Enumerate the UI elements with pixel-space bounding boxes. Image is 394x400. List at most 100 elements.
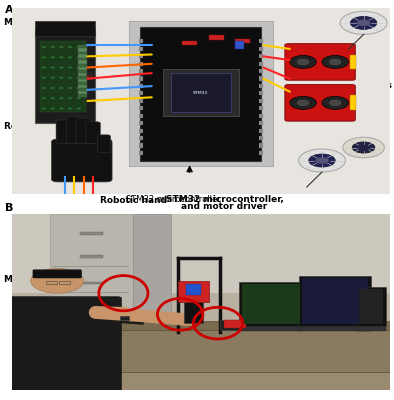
Circle shape (42, 56, 46, 58)
Circle shape (59, 87, 64, 89)
Bar (259, 144, 263, 148)
Circle shape (42, 107, 46, 110)
Bar (259, 151, 263, 155)
Bar (50, 321, 390, 332)
Bar (46, 281, 57, 284)
Bar (239, 282, 303, 326)
Bar (120, 316, 129, 320)
Bar (12, 214, 390, 293)
Bar (54, 292, 129, 293)
Text: GND: GND (77, 157, 89, 162)
Circle shape (59, 56, 64, 58)
Bar (78, 79, 87, 82)
Circle shape (343, 137, 385, 158)
Circle shape (42, 77, 46, 79)
Bar (239, 326, 303, 331)
Text: Robotic hand: Robotic hand (4, 122, 71, 131)
Circle shape (68, 87, 72, 89)
Bar (78, 91, 87, 94)
Bar (178, 281, 208, 302)
Bar (139, 76, 143, 80)
Text: VCC: VCC (77, 163, 88, 168)
Text: Robotic hand: Robotic hand (100, 196, 167, 205)
Text: B: B (5, 203, 13, 213)
FancyBboxPatch shape (52, 139, 112, 182)
Bar (139, 84, 143, 88)
Bar (80, 282, 102, 284)
Circle shape (50, 87, 55, 89)
Circle shape (68, 107, 72, 110)
Bar (139, 128, 143, 133)
Bar (259, 69, 263, 73)
Circle shape (315, 157, 329, 164)
Circle shape (290, 96, 316, 109)
Text: and motor driver: and motor driver (182, 202, 268, 211)
Circle shape (76, 56, 81, 58)
Bar (139, 136, 143, 140)
Bar (259, 39, 263, 43)
Circle shape (76, 97, 81, 99)
Bar (224, 320, 246, 328)
Text: STM32 microcontroller: STM32 microcontroller (126, 195, 221, 204)
FancyBboxPatch shape (76, 118, 91, 144)
Bar (12, 328, 390, 390)
Bar (356, 287, 386, 326)
Bar (139, 39, 143, 43)
Ellipse shape (178, 316, 201, 325)
Text: Muscle sensors: Muscle sensors (4, 276, 82, 284)
Circle shape (297, 100, 309, 106)
Bar (220, 320, 250, 330)
FancyBboxPatch shape (285, 44, 355, 80)
Circle shape (299, 149, 346, 172)
Circle shape (340, 11, 387, 34)
Bar (259, 114, 263, 118)
Bar (139, 99, 143, 103)
Circle shape (290, 56, 316, 68)
Bar (139, 114, 143, 118)
Bar (163, 69, 239, 116)
Text: GND: GND (85, 72, 95, 76)
Bar (186, 284, 201, 295)
FancyBboxPatch shape (285, 85, 355, 121)
Bar (78, 60, 87, 64)
Circle shape (31, 268, 84, 293)
Bar (350, 54, 356, 69)
Bar (299, 326, 371, 331)
Bar (350, 96, 356, 110)
Bar (59, 281, 71, 284)
Bar (259, 84, 263, 88)
Circle shape (42, 46, 46, 48)
Bar (78, 66, 87, 70)
Circle shape (59, 46, 64, 48)
Circle shape (59, 66, 64, 69)
Circle shape (350, 16, 377, 29)
Bar (139, 47, 143, 51)
Bar (40, 42, 85, 112)
Bar (139, 62, 143, 66)
Bar (184, 302, 203, 323)
Bar (208, 35, 224, 40)
Bar (35, 21, 95, 36)
Circle shape (59, 97, 64, 99)
Bar (259, 47, 263, 51)
Circle shape (309, 154, 335, 167)
Bar (139, 69, 143, 73)
Bar (190, 292, 193, 302)
Bar (78, 54, 87, 58)
Bar (302, 278, 368, 324)
Circle shape (76, 66, 81, 69)
FancyBboxPatch shape (98, 135, 111, 153)
Bar (80, 232, 102, 235)
Circle shape (50, 66, 55, 69)
Circle shape (50, 77, 55, 79)
Circle shape (322, 96, 348, 109)
Bar (139, 151, 143, 155)
Bar (139, 54, 143, 58)
Bar (197, 292, 200, 302)
Bar (235, 42, 244, 49)
Bar (259, 99, 263, 103)
Circle shape (42, 66, 46, 69)
Bar (299, 276, 371, 326)
Bar (259, 136, 263, 140)
Text: Motor driver: Motor driver (4, 18, 68, 27)
